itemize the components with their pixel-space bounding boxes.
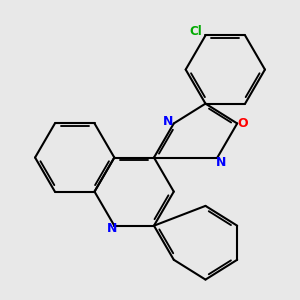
Text: Cl: Cl <box>189 25 202 38</box>
Text: O: O <box>238 117 248 130</box>
Text: N: N <box>216 156 226 169</box>
Text: N: N <box>107 222 118 236</box>
Text: N: N <box>163 115 173 128</box>
